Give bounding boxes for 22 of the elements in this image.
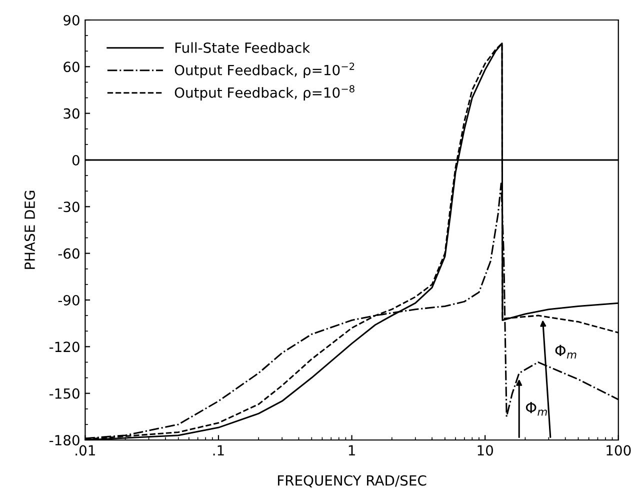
- legend-label: Full-State Feedback: [175, 42, 310, 53]
- y-tick-label: -120: [49, 342, 80, 352]
- x-tick-label: .01: [76, 445, 95, 456]
- y-tick-label: 30: [64, 108, 80, 119]
- x-axis-title: FREQUENCY RAD/SEC: [278, 475, 426, 488]
- x-tick-label: .1: [213, 445, 224, 456]
- y-tick-label: -90: [58, 294, 80, 306]
- legend-label: Output Feedback, ρ=10$^{−2}$: [174, 62, 354, 78]
- annotation: Φ$_{m}$: [526, 402, 547, 416]
- y-tick-label: -30: [58, 202, 80, 212]
- y-tick-label: 90: [64, 14, 80, 26]
- y-axis-title: PHASE DEG: [24, 190, 35, 269]
- y-tick-label: 0: [72, 154, 80, 166]
- legend-label: Output Feedback, ρ=10$^{−8}$: [174, 85, 354, 101]
- y-tick-label: -180: [49, 434, 80, 446]
- y-tick-label: 60: [64, 62, 80, 72]
- x-tick-label: 1: [348, 445, 355, 456]
- annotation: Φ$_{m}$: [555, 344, 576, 359]
- y-tick-label: -150: [49, 388, 80, 399]
- x-tick-label: 100: [606, 445, 631, 456]
- y-tick-label: -60: [58, 248, 80, 259]
- x-tick-label: 10: [478, 445, 493, 456]
